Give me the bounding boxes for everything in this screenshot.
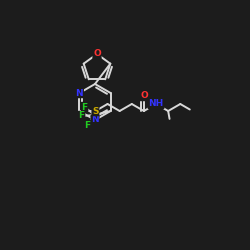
Text: O: O bbox=[93, 50, 101, 58]
Text: F: F bbox=[82, 102, 88, 112]
Text: S: S bbox=[92, 106, 99, 116]
Text: O: O bbox=[140, 92, 148, 100]
Text: F: F bbox=[78, 112, 85, 120]
Text: F: F bbox=[84, 120, 91, 130]
Text: N: N bbox=[91, 116, 99, 124]
Text: N: N bbox=[76, 88, 83, 98]
Text: NH: NH bbox=[148, 100, 164, 108]
